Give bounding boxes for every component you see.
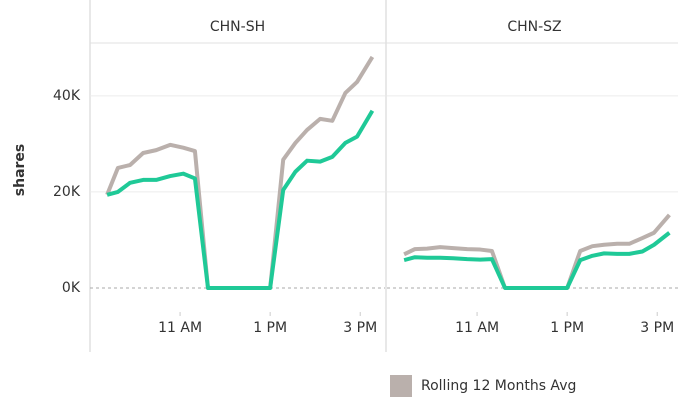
legend-label: Rolling 12 Months Avg — [421, 378, 576, 394]
x-tick-label: 11 AM — [455, 320, 499, 336]
legend-swatch — [390, 375, 412, 397]
y-tick-label: 20K — [53, 184, 81, 200]
panel-title: CHN-SH — [210, 19, 265, 35]
series-line — [403, 213, 671, 290]
x-tick-label: 11 AM — [158, 320, 202, 336]
y-axis-title: shares — [12, 144, 28, 196]
x-tick-label: 3 PM — [640, 320, 674, 336]
y-tick-label: 0K — [62, 280, 81, 296]
series-line — [403, 231, 671, 290]
x-tick-label: 1 PM — [253, 320, 287, 336]
x-tick-label: 1 PM — [550, 320, 584, 336]
y-tick-label: 40K — [53, 88, 81, 104]
x-tick-label: 3 PM — [343, 320, 377, 336]
series-line — [106, 109, 375, 290]
series-line — [105, 55, 375, 290]
panel-title: CHN-SZ — [507, 19, 561, 35]
